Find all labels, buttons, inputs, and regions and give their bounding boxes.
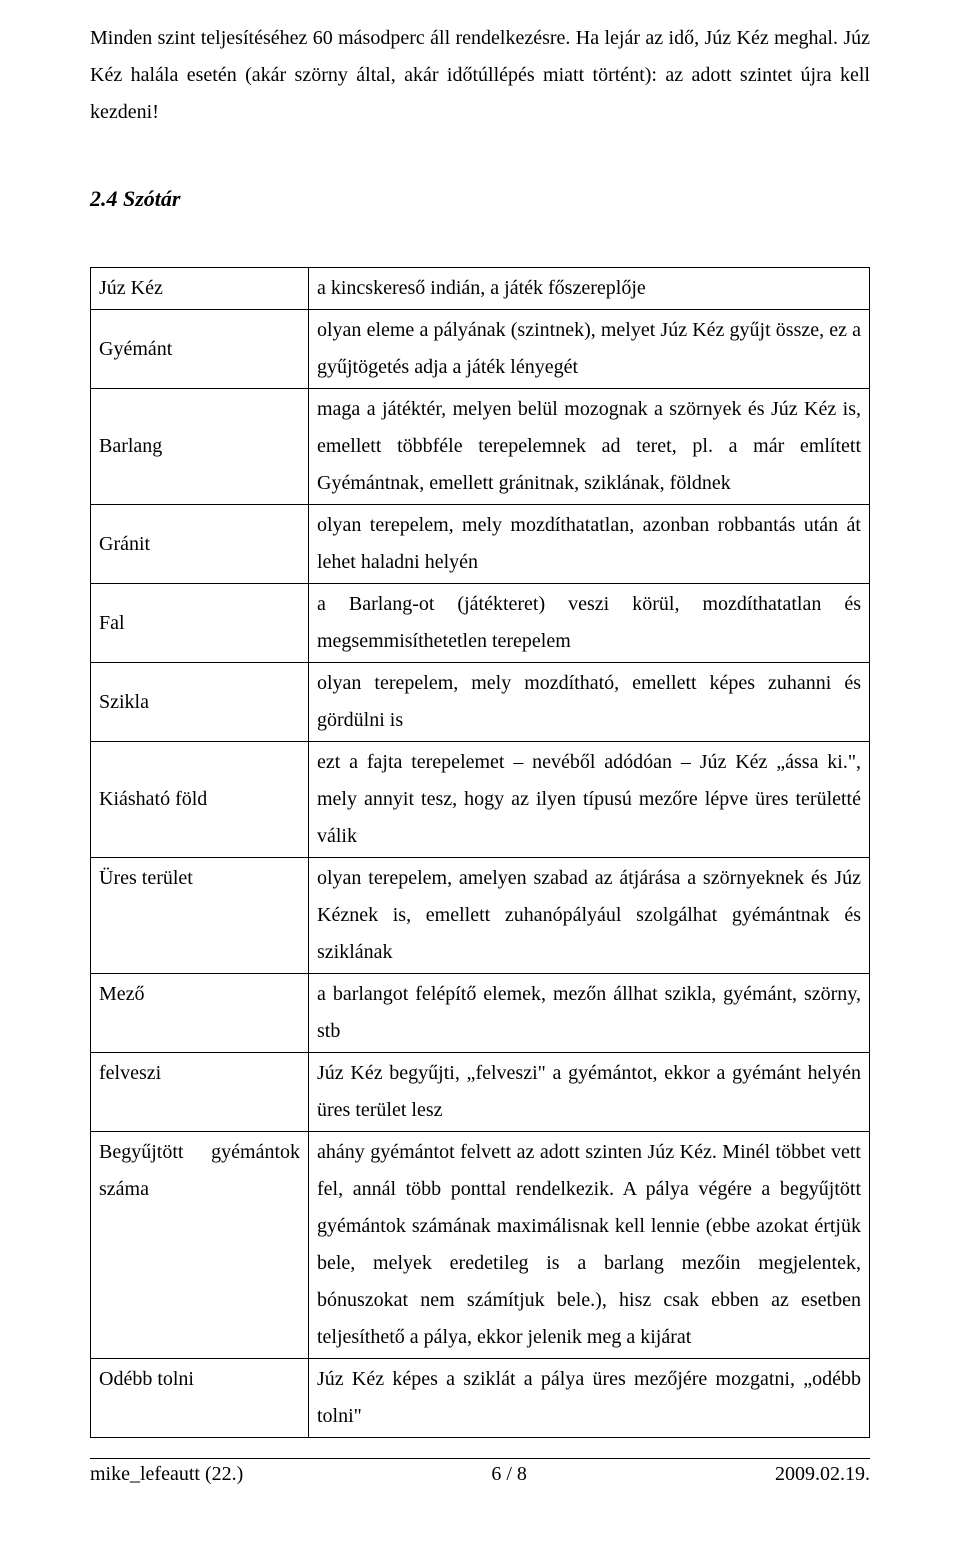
term-cell: Begyűjtött gyémántok száma	[91, 1132, 309, 1359]
table-row: Odébb tolni Júz Kéz képes a sziklát a pá…	[91, 1359, 870, 1438]
table-row: Kiásható föld ezt a fajta terepelemet – …	[91, 742, 870, 858]
term-cell: Gránit	[91, 505, 309, 584]
table-row: Üres terület olyan terepelem, amelyen sz…	[91, 858, 870, 974]
table-row: felveszi Júz Kéz begyűjti, „felveszi" a …	[91, 1053, 870, 1132]
term-cell: Mező	[91, 974, 309, 1053]
footer-left: mike_lefeautt (22.)	[90, 1463, 243, 1486]
table-row: Fal a Barlang-ot (játékteret) veszi körü…	[91, 584, 870, 663]
definition-cell: Júz Kéz képes a sziklát a pálya üres mez…	[309, 1359, 870, 1438]
definition-cell: olyan terepelem, mely mozdítható, emelle…	[309, 663, 870, 742]
term-cell: Üres terület	[91, 858, 309, 974]
glossary-table: Júz Kéz a kincskereső indián, a játék fő…	[90, 267, 870, 1438]
table-row: Begyűjtött gyémántok száma ahány gyémánt…	[91, 1132, 870, 1359]
term-cell: Kiásható föld	[91, 742, 309, 858]
footer-right: 2009.02.19.	[775, 1463, 870, 1486]
term-cell: felveszi	[91, 1053, 309, 1132]
definition-cell: a kincskereső indián, a játék főszereplő…	[309, 268, 870, 310]
definition-cell: maga a játéktér, melyen belül mozognak a…	[309, 389, 870, 505]
page: Minden szint teljesítéséhez 60 másodperc…	[0, 0, 960, 1546]
table-row: Barlang maga a játéktér, melyen belül mo…	[91, 389, 870, 505]
definition-cell: olyan terepelem, amelyen szabad az átjár…	[309, 858, 870, 974]
table-row: Gránit olyan terepelem, mely mozdíthatat…	[91, 505, 870, 584]
term-cell: Fal	[91, 584, 309, 663]
term-cell: Barlang	[91, 389, 309, 505]
page-footer: mike_lefeautt (22.) 6 / 8 2009.02.19.	[90, 1459, 870, 1486]
term-cell: Odébb tolni	[91, 1359, 309, 1438]
table-row: Gyémánt olyan eleme a pályának (szintnek…	[91, 310, 870, 389]
term-cell: Júz Kéz	[91, 268, 309, 310]
definition-cell: Júz Kéz begyűjti, „felveszi" a gyémántot…	[309, 1053, 870, 1132]
footer-center: 6 / 8	[491, 1463, 527, 1486]
term-cell: Szikla	[91, 663, 309, 742]
definition-cell: a barlangot felépítő elemek, mezőn állha…	[309, 974, 870, 1053]
table-row: Júz Kéz a kincskereső indián, a játék fő…	[91, 268, 870, 310]
definition-cell: ezt a fajta terepelemet – nevéből adódóa…	[309, 742, 870, 858]
table-row: Szikla olyan terepelem, mely mozdítható,…	[91, 663, 870, 742]
term-cell: Gyémánt	[91, 310, 309, 389]
definition-cell: ahány gyémántot felvett az adott szinten…	[309, 1132, 870, 1359]
definition-cell: a Barlang-ot (játékteret) veszi körül, m…	[309, 584, 870, 663]
table-row: Mező a barlangot felépítő elemek, mezőn …	[91, 974, 870, 1053]
intro-paragraph: Minden szint teljesítéséhez 60 másodperc…	[90, 20, 870, 131]
section-heading: 2.4 Szótár	[90, 186, 870, 212]
definition-cell: olyan eleme a pályának (szintnek), melye…	[309, 310, 870, 389]
definition-cell: olyan terepelem, mely mozdíthatatlan, az…	[309, 505, 870, 584]
